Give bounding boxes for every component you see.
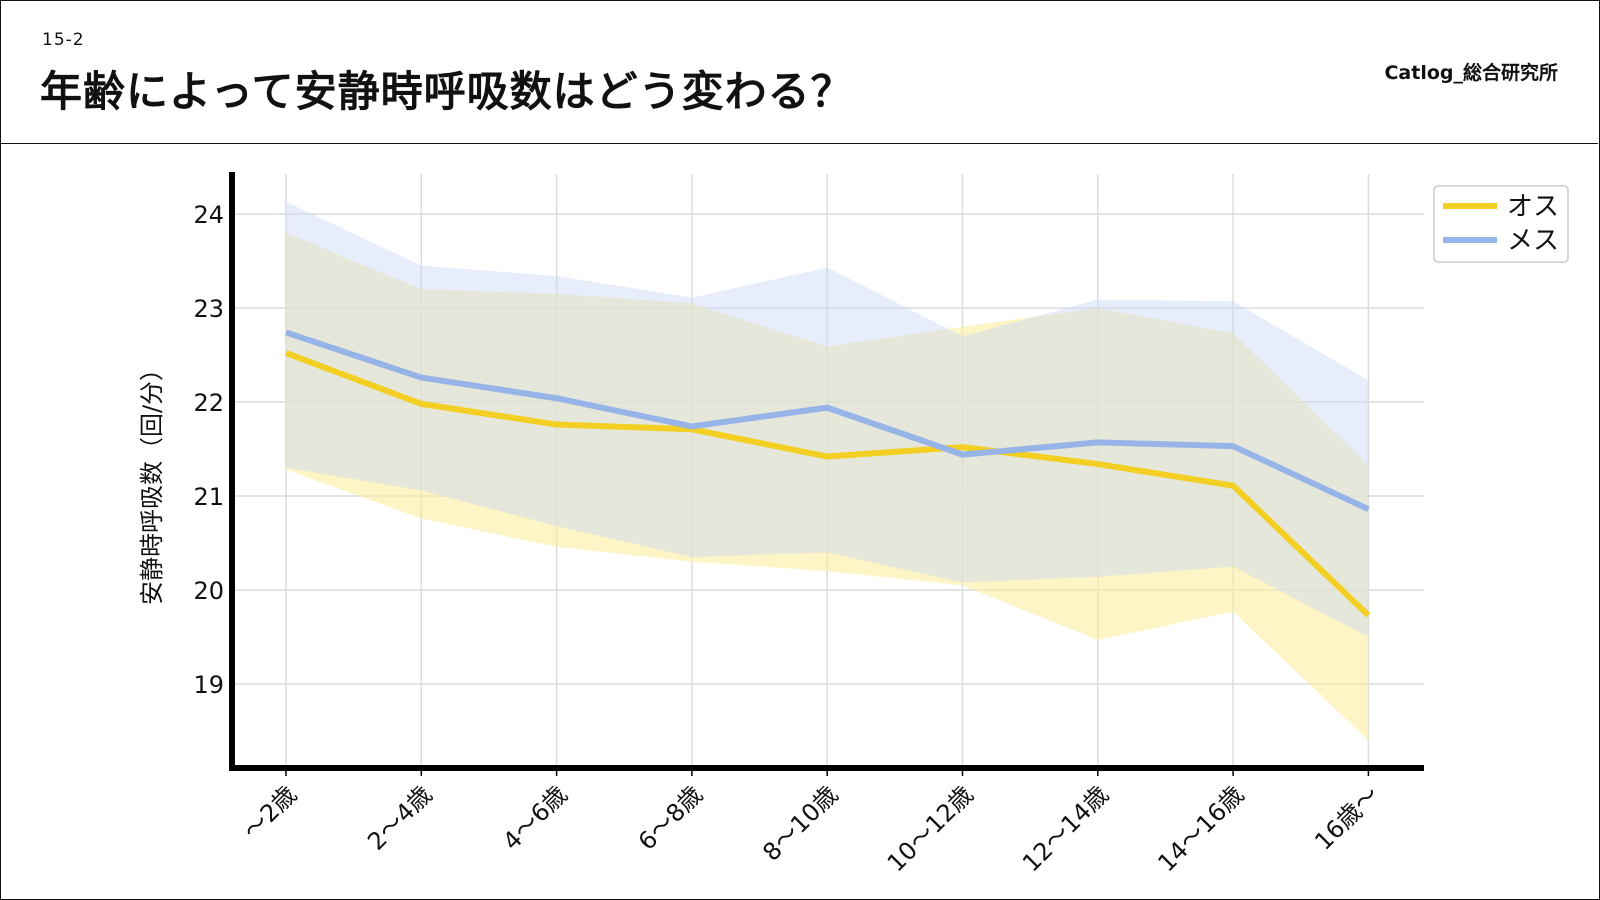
respiration-chart: 19 20 21 22 23 24 〜2歳 2〜4歳 4〜6歳 6〜8歳 8〜10歳 10〜12歳 12… (138, 172, 1569, 877)
x-tick-label: 12〜14歳 (1017, 780, 1114, 877)
series-line-female (285, 329, 1370, 512)
x-tick-label: 16歳〜 (1309, 780, 1384, 855)
y-axis-label: 安静時呼吸数（回/分） (138, 357, 166, 605)
x-tick-label: 〜2歳 (238, 780, 303, 845)
y-tick-label: 21 (193, 483, 224, 511)
legend-label: メス (1507, 226, 1559, 256)
legend-label: オス (1507, 192, 1559, 222)
y-tick-label: 19 (193, 671, 224, 699)
x-tick-label: 14〜16歳 (1152, 780, 1249, 877)
x-tick-label: 2〜4歳 (362, 780, 437, 855)
series-lines (284, 329, 1371, 618)
y-tick-label: 24 (193, 201, 224, 229)
x-tick-label: 4〜6歳 (498, 780, 573, 855)
section-number: 15-2 (42, 30, 85, 50)
confidence-bands (286, 201, 1369, 741)
page-title: 年齢によって安静時呼吸数はどう変わる？ (40, 67, 854, 116)
x-tick-label: 6〜8歳 (633, 780, 708, 855)
y-tick-label: 22 (193, 389, 224, 417)
band-male (286, 232, 1369, 741)
axes (229, 172, 1424, 776)
band-female (286, 201, 1369, 637)
brand-logo-text: Catlog_総合研究所 (1384, 62, 1558, 84)
y-tick-label: 20 (193, 577, 224, 605)
y-tick-label: 23 (193, 295, 224, 323)
x-tick-label: 10〜12歳 (882, 780, 979, 877)
series-line-male (284, 350, 1371, 618)
slide-header: 15-2 年齢によって安静時呼吸数はどう変わる？ Catlog_総合研究所 (0, 0, 1598, 144)
x-tick-label: 8〜10歳 (757, 780, 843, 866)
